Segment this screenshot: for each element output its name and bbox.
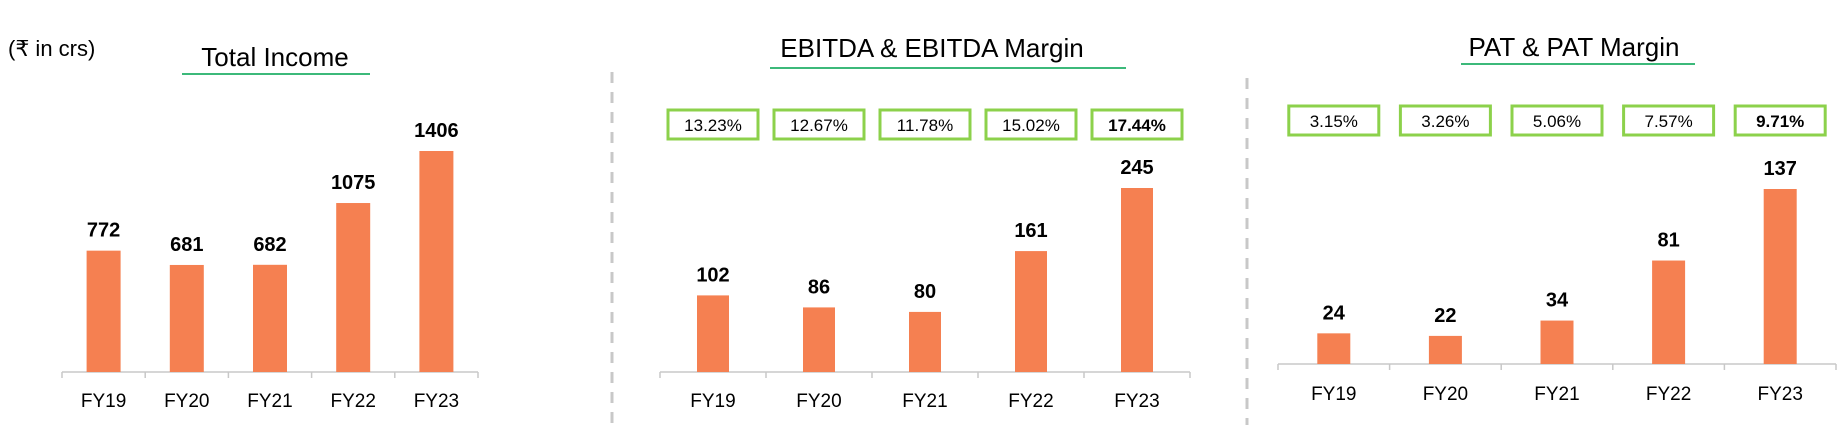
x-tick-label: FY23 bbox=[1757, 384, 1802, 405]
data-label: 86 bbox=[808, 276, 830, 298]
margin-label: 15.02% bbox=[1002, 116, 1060, 135]
bar-fy23 bbox=[419, 151, 454, 372]
bar-fy21 bbox=[909, 311, 941, 372]
chart-title: EBITDA & EBITDA Margin bbox=[780, 33, 1083, 63]
margin-label: 3.26% bbox=[1421, 112, 1469, 131]
data-label: 681 bbox=[170, 234, 203, 256]
margin-label: 11.78% bbox=[897, 116, 953, 135]
data-label: 24 bbox=[1323, 302, 1346, 324]
margin-box bbox=[1622, 104, 1716, 137]
x-tick-label: FY23 bbox=[414, 391, 459, 412]
margin-box bbox=[772, 108, 866, 141]
data-label: 80 bbox=[914, 281, 936, 303]
data-label: 772 bbox=[87, 220, 120, 242]
x-tick-label: FY21 bbox=[247, 391, 292, 412]
bar-fy22 bbox=[336, 203, 371, 372]
data-label: 81 bbox=[1657, 230, 1679, 252]
x-tick-label: FY19 bbox=[690, 391, 735, 412]
bar-fy20 bbox=[803, 307, 835, 372]
margin-box bbox=[666, 108, 760, 141]
x-tick-label: FY22 bbox=[330, 391, 375, 412]
bar-fy22 bbox=[1652, 260, 1686, 364]
margin-label: 13.23% bbox=[684, 116, 742, 135]
x-tick-label: FY21 bbox=[902, 391, 947, 412]
x-tick-label: FY20 bbox=[796, 391, 841, 412]
margin-label: 9.71% bbox=[1756, 112, 1804, 131]
margin-box bbox=[878, 108, 972, 141]
margin-label: 3.15% bbox=[1310, 112, 1358, 131]
x-tick-label: FY19 bbox=[81, 391, 126, 412]
chart-title: Total Income bbox=[201, 42, 348, 72]
bar-fy23 bbox=[1763, 189, 1797, 364]
data-label: 34 bbox=[1546, 290, 1569, 312]
data-label: 245 bbox=[1120, 157, 1153, 179]
x-tick-label: FY22 bbox=[1646, 384, 1691, 405]
data-label: 102 bbox=[696, 264, 729, 286]
margin-label: 17.44% bbox=[1108, 116, 1166, 135]
data-label: 22 bbox=[1434, 305, 1456, 327]
margin-box bbox=[984, 108, 1078, 141]
margin-box bbox=[1398, 104, 1492, 137]
data-label: 137 bbox=[1764, 158, 1797, 180]
bar-fy20 bbox=[1428, 335, 1462, 364]
bar-fy19 bbox=[697, 295, 729, 372]
bar-fy19 bbox=[86, 250, 121, 372]
x-tick-label: FY22 bbox=[1008, 391, 1053, 412]
data-label: 1075 bbox=[331, 172, 376, 194]
unit-note: (₹ in crs) bbox=[8, 36, 96, 61]
bar-fy19 bbox=[1317, 333, 1351, 364]
data-label: 1406 bbox=[414, 120, 459, 142]
bar-fy21 bbox=[1540, 320, 1574, 364]
bar-fy22 bbox=[1015, 251, 1047, 372]
chart-title: PAT & PAT Margin bbox=[1469, 32, 1680, 62]
margin-box bbox=[1090, 108, 1184, 141]
data-label: 161 bbox=[1014, 220, 1047, 242]
bar-fy23 bbox=[1121, 188, 1153, 372]
margin-box bbox=[1287, 104, 1381, 137]
x-tick-label: FY19 bbox=[1311, 384, 1356, 405]
bar-fy21 bbox=[253, 264, 287, 372]
margin-label: 7.57% bbox=[1644, 112, 1692, 131]
x-tick-label: FY20 bbox=[164, 391, 209, 412]
x-tick-label: FY23 bbox=[1114, 391, 1159, 412]
margin-label: 12.67% bbox=[790, 116, 848, 135]
margin-box bbox=[1733, 104, 1827, 137]
data-label: 682 bbox=[253, 234, 286, 256]
x-tick-label: FY21 bbox=[1534, 384, 1579, 405]
x-tick-label: FY20 bbox=[1423, 384, 1468, 405]
bar-fy20 bbox=[169, 264, 204, 372]
margin-box bbox=[1510, 104, 1604, 137]
margin-label: 5.06% bbox=[1533, 112, 1581, 131]
